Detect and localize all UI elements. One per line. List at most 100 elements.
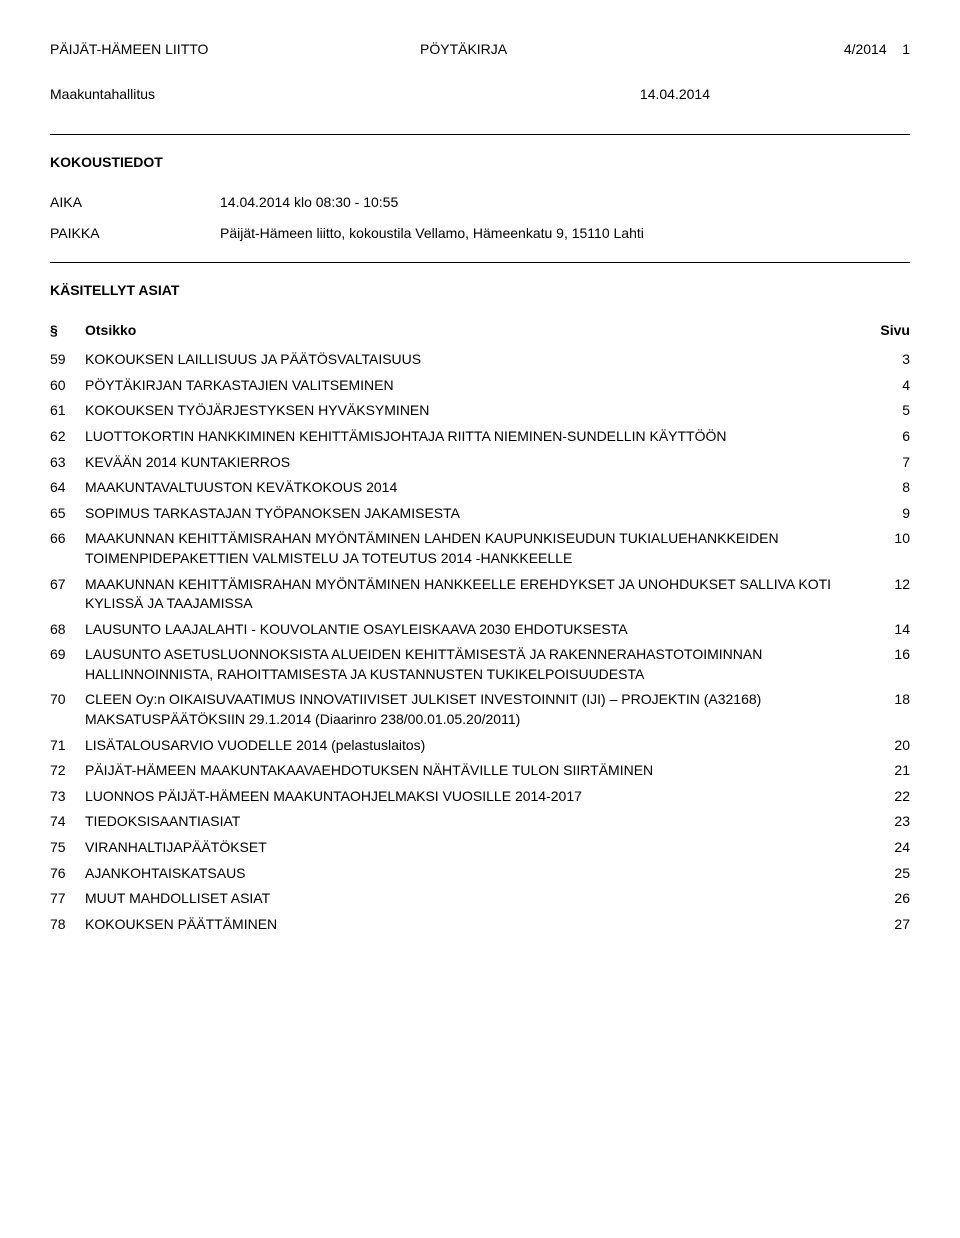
header-org: PÄIJÄT-HÄMEEN LIITTO bbox=[50, 40, 420, 60]
agenda-item-title: KOKOUKSEN TYÖJÄRJESTYKSEN HYVÄKSYMINEN bbox=[85, 401, 860, 421]
agenda-item-title: SOPIMUS TARKASTAJAN TYÖPANOKSEN JAKAMISE… bbox=[85, 504, 860, 524]
subheader-date: 14.04.2014 bbox=[640, 85, 710, 105]
agenda-row: 72PÄIJÄT-HÄMEEN MAAKUNTAKAAVAEHDOTUKSEN … bbox=[50, 761, 910, 781]
agenda-item-number: 78 bbox=[50, 915, 85, 935]
agenda-item-page: 10 bbox=[860, 529, 910, 549]
agenda-item-title: LISÄTALOUSARVIO VUODELLE 2014 (pelastusl… bbox=[85, 736, 860, 756]
agenda-row: 69LAUSUNTO ASETUSLUONNOKSISTA ALUEIDEN K… bbox=[50, 645, 910, 684]
agenda-item-page: 14 bbox=[860, 620, 910, 640]
agenda-item-number: 77 bbox=[50, 889, 85, 909]
agenda-item-title: AJANKOHTAISKATSAUS bbox=[85, 864, 860, 884]
agenda-item-number: 61 bbox=[50, 401, 85, 421]
agenda-item-page: 24 bbox=[860, 838, 910, 858]
agenda-item-title: CLEEN Oy:n OIKAISUVAATIMUS INNOVATIIVISE… bbox=[85, 690, 860, 729]
meeting-place-label: PAIKKA bbox=[50, 224, 220, 244]
agenda-item-page: 12 bbox=[860, 575, 910, 595]
agenda-item-number: 65 bbox=[50, 504, 85, 524]
agenda-row: 68LAUSUNTO LAAJALAHTI - KOUVOLANTIE OSAY… bbox=[50, 620, 910, 640]
header-docnum: 4/2014 bbox=[844, 41, 887, 57]
subheader-body: Maakuntahallitus bbox=[50, 85, 155, 105]
agenda-item-title: TIEDOKSISAANTIASIAT bbox=[85, 812, 860, 832]
agenda-row: 59KOKOUKSEN LAILLISUUS JA PÄÄTÖSVALTAISU… bbox=[50, 350, 910, 370]
agenda-row: 78KOKOUKSEN PÄÄTTÄMINEN27 bbox=[50, 915, 910, 935]
agenda-item-page: 23 bbox=[860, 812, 910, 832]
agenda-item-title: KOKOUKSEN LAILLISUUS JA PÄÄTÖSVALTAISUUS bbox=[85, 350, 860, 370]
agenda-item-page: 16 bbox=[860, 645, 910, 665]
agenda-row: 65SOPIMUS TARKASTAJAN TYÖPANOKSEN JAKAMI… bbox=[50, 504, 910, 524]
agenda-item-number: 62 bbox=[50, 427, 85, 447]
agenda-item-title: LAUSUNTO ASETUSLUONNOKSISTA ALUEIDEN KEH… bbox=[85, 645, 860, 684]
agenda-item-page: 20 bbox=[860, 736, 910, 756]
agenda-header-section: § bbox=[50, 321, 85, 341]
header-docnum-page: 4/2014 1 bbox=[790, 40, 910, 60]
agenda-row: 73LUONNOS PÄIJÄT-HÄMEEN MAAKUNTAOHJELMAK… bbox=[50, 787, 910, 807]
agenda-row: 62LUOTTOKORTIN HANKKIMINEN KEHITTÄMISJOH… bbox=[50, 427, 910, 447]
agenda-item-number: 72 bbox=[50, 761, 85, 781]
agenda-item-number: 74 bbox=[50, 812, 85, 832]
agenda-row: 61KOKOUKSEN TYÖJÄRJESTYKSEN HYVÄKSYMINEN… bbox=[50, 401, 910, 421]
agenda-item-page: 22 bbox=[860, 787, 910, 807]
agenda-row: 76AJANKOHTAISKATSAUS25 bbox=[50, 864, 910, 884]
agenda-row: 67MAAKUNNAN KEHITTÄMISRAHAN MYÖNTÄMINEN … bbox=[50, 575, 910, 614]
agenda-item-title: LUOTTOKORTIN HANKKIMINEN KEHITTÄMISJOHTA… bbox=[85, 427, 860, 447]
agenda-item-title: LAUSUNTO LAAJALAHTI - KOUVOLANTIE OSAYLE… bbox=[85, 620, 860, 640]
agenda-item-title: MAAKUNNAN KEHITTÄMISRAHAN MYÖNTÄMINEN HA… bbox=[85, 575, 860, 614]
agenda-title: KÄSITELLYT ASIAT bbox=[50, 281, 910, 301]
agenda-item-number: 70 bbox=[50, 690, 85, 710]
agenda-item-number: 71 bbox=[50, 736, 85, 756]
subheader: Maakuntahallitus 14.04.2014 bbox=[50, 85, 910, 105]
agenda-item-page: 6 bbox=[860, 427, 910, 447]
agenda-item-page: 7 bbox=[860, 453, 910, 473]
meeting-place-row: PAIKKA Päijät-Hämeen liitto, kokoustila … bbox=[50, 224, 910, 244]
agenda-row: 70CLEEN Oy:n OIKAISUVAATIMUS INNOVATIIVI… bbox=[50, 690, 910, 729]
agenda-row: 64MAAKUNTAVALTUUSTON KEVÄTKOKOUS 20148 bbox=[50, 478, 910, 498]
agenda-item-number: 67 bbox=[50, 575, 85, 595]
agenda-row: 71LISÄTALOUSARVIO VUODELLE 2014 (pelastu… bbox=[50, 736, 910, 756]
agenda-item-number: 60 bbox=[50, 376, 85, 396]
agenda-item-page: 25 bbox=[860, 864, 910, 884]
agenda-item-page: 5 bbox=[860, 401, 910, 421]
agenda-item-title: MAAKUNTAVALTUUSTON KEVÄTKOKOUS 2014 bbox=[85, 478, 860, 498]
agenda-item-title: KOKOUKSEN PÄÄTTÄMINEN bbox=[85, 915, 860, 935]
meeting-time-label: AIKA bbox=[50, 193, 220, 213]
agenda-item-page: 8 bbox=[860, 478, 910, 498]
agenda-item-title: PÄIJÄT-HÄMEEN MAAKUNTAKAAVAEHDOTUKSEN NÄ… bbox=[85, 761, 860, 781]
agenda-item-page: 3 bbox=[860, 350, 910, 370]
divider bbox=[50, 134, 910, 135]
agenda-item-page: 4 bbox=[860, 376, 910, 396]
agenda-item-title: LUONNOS PÄIJÄT-HÄMEEN MAAKUNTAOHJELMAKSI… bbox=[85, 787, 860, 807]
agenda-item-number: 73 bbox=[50, 787, 85, 807]
agenda-item-title: KEVÄÄN 2014 KUNTAKIERROS bbox=[85, 453, 860, 473]
agenda-row: 66MAAKUNNAN KEHITTÄMISRAHAN MYÖNTÄMINEN … bbox=[50, 529, 910, 568]
header-pagenum: 1 bbox=[902, 41, 910, 57]
agenda-list: 59KOKOUKSEN LAILLISUUS JA PÄÄTÖSVALTAISU… bbox=[50, 350, 910, 934]
meeting-info-title: KOKOUSTIEDOT bbox=[50, 153, 910, 173]
agenda-item-title: MAAKUNNAN KEHITTÄMISRAHAN MYÖNTÄMINEN LA… bbox=[85, 529, 860, 568]
document-header: PÄIJÄT-HÄMEEN LIITTO PÖYTÄKIRJA 4/2014 1 bbox=[50, 40, 910, 60]
agenda-item-page: 26 bbox=[860, 889, 910, 909]
agenda-row: 63KEVÄÄN 2014 KUNTAKIERROS7 bbox=[50, 453, 910, 473]
divider bbox=[50, 262, 910, 263]
agenda-item-title: MUUT MAHDOLLISET ASIAT bbox=[85, 889, 860, 909]
agenda-item-number: 76 bbox=[50, 864, 85, 884]
agenda-item-number: 59 bbox=[50, 350, 85, 370]
agenda-item-title: VIRANHALTIJAPÄÄTÖKSET bbox=[85, 838, 860, 858]
agenda-row: 60PÖYTÄKIRJAN TARKASTAJIEN VALITSEMINEN4 bbox=[50, 376, 910, 396]
agenda-header-topic: Otsikko bbox=[85, 321, 860, 341]
agenda-item-page: 9 bbox=[860, 504, 910, 524]
meeting-time-row: AIKA 14.04.2014 klo 08:30 - 10:55 bbox=[50, 193, 910, 213]
agenda-row: 74TIEDOKSISAANTIASIAT23 bbox=[50, 812, 910, 832]
agenda-header-row: § Otsikko Sivu bbox=[50, 321, 910, 341]
agenda-item-number: 64 bbox=[50, 478, 85, 498]
header-doctype: PÖYTÄKIRJA bbox=[420, 40, 790, 60]
agenda-item-number: 68 bbox=[50, 620, 85, 640]
agenda-item-number: 75 bbox=[50, 838, 85, 858]
agenda-row: 75VIRANHALTIJAPÄÄTÖKSET24 bbox=[50, 838, 910, 858]
meeting-place-value: Päijät-Hämeen liitto, kokoustila Vellamo… bbox=[220, 224, 910, 244]
meeting-time-value: 14.04.2014 klo 08:30 - 10:55 bbox=[220, 193, 910, 213]
agenda-item-page: 21 bbox=[860, 761, 910, 781]
agenda-item-number: 63 bbox=[50, 453, 85, 473]
agenda-item-page: 18 bbox=[860, 690, 910, 710]
agenda-header-page: Sivu bbox=[860, 321, 910, 341]
agenda-item-title: PÖYTÄKIRJAN TARKASTAJIEN VALITSEMINEN bbox=[85, 376, 860, 396]
